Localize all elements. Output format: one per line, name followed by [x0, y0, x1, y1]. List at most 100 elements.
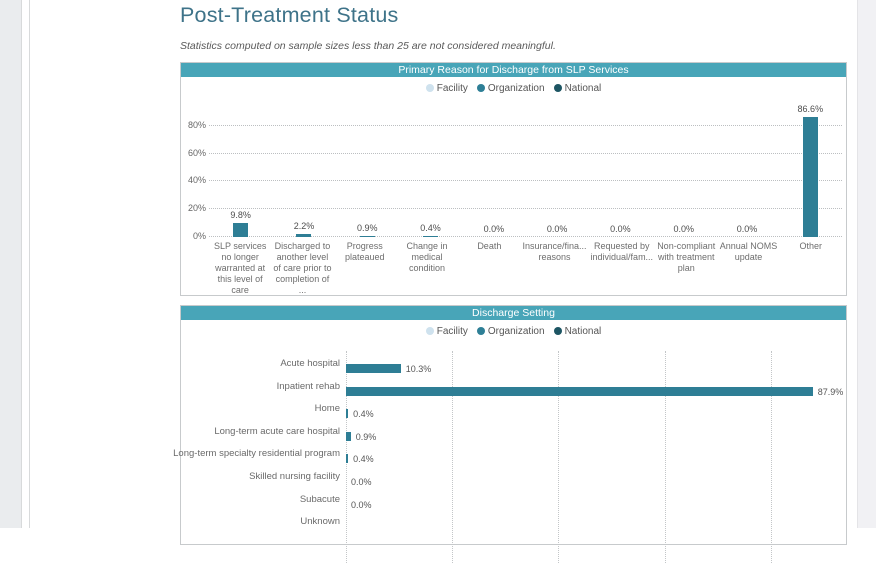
chart1-title: Primary Reason for Discharge from SLP Se… — [181, 63, 846, 77]
bar-group: 0.0% — [525, 95, 588, 237]
bar-row: Home 0.4% — [181, 400, 846, 423]
legend-dot-icon — [425, 327, 434, 335]
value-label: 0.0% — [546, 224, 568, 234]
bar[interactable] — [802, 116, 818, 237]
chart2-title: Discharge Setting — [181, 306, 846, 320]
value-label: 9.8% — [230, 210, 251, 221]
bar[interactable] — [346, 386, 813, 396]
category-label: Long-term specialty residential program — [173, 448, 340, 460]
bar-zone: 0.0% — [346, 491, 846, 514]
legend-item-organization[interactable]: Organization — [476, 325, 545, 337]
value-label: 10.3% — [405, 364, 432, 374]
category-label: Skilled nursing facility — [249, 470, 340, 482]
value-label: 2.2% — [293, 220, 315, 231]
category-label-cell: Acute hospital — [181, 355, 346, 378]
value-label: 0.4% — [353, 454, 374, 465]
bar-row: Unknown — [181, 513, 846, 536]
value-label: 0.0% — [351, 476, 372, 487]
legend-item-facility[interactable]: Facility — [425, 82, 468, 94]
legend-label: Facility — [436, 82, 468, 94]
x-axis-category-label: Death — [477, 241, 502, 251]
legend-label: National — [564, 82, 602, 94]
gridline-80 — [209, 124, 842, 126]
bar-row: Inpatient rehab 87.9% — [181, 378, 846, 401]
bar-group: 0.0% — [715, 95, 778, 237]
bar[interactable] — [233, 223, 249, 237]
category-label: Home — [314, 403, 340, 415]
legend-dot-icon — [476, 327, 485, 335]
legend-label: Organization — [487, 82, 545, 94]
y-axis-tick: 80% — [187, 119, 206, 130]
bar-zone — [346, 513, 846, 536]
legend-dot-icon — [476, 84, 485, 92]
bar[interactable] — [346, 409, 349, 419]
category-label-cell: Inpatient rehab — [181, 378, 346, 401]
bar[interactable] — [346, 454, 349, 464]
x-axis-category-label: Progress plateaued — [344, 241, 385, 262]
x-axis-category-label: Annual NOMS update — [719, 241, 778, 262]
y-axis-tick: 0% — [192, 231, 206, 241]
y-axis-tick: 40% — [187, 175, 206, 186]
x-axis-category-label: Discharged to another level of care prio… — [273, 241, 332, 295]
x-axis-category-label: Requested by individual/fam... — [590, 241, 654, 262]
y-axis-tick: 20% — [187, 203, 206, 214]
bar-zone: 0.9% — [346, 423, 846, 446]
gridline-60 — [664, 351, 666, 563]
gridline-20 — [452, 351, 454, 563]
x-axis-category-label: Non-compliant with treatment plan — [657, 241, 716, 273]
value-label: 0.9% — [356, 222, 378, 233]
bar-group: 0.0% — [589, 95, 652, 237]
chart1-legend: Facility Organization National — [181, 81, 846, 95]
bar-row: Skilled nursing facility 0.0% — [181, 468, 846, 491]
gridline-0 — [209, 236, 842, 237]
sample-size-note: Statistics computed on sample sizes less… — [180, 40, 556, 52]
x-axis-category-label: SLP services no longer warranted at this… — [213, 241, 267, 295]
legend-dot-icon — [553, 84, 562, 92]
gridline-20 — [209, 208, 842, 210]
gridline-60 — [209, 152, 842, 154]
chart2-plot-area: Acute hospital 10.3% Inpatient rehab 87.9% H… — [173, 351, 846, 563]
bar[interactable] — [359, 235, 375, 237]
chart-panel-discharge-reason: Primary Reason for Discharge from SLP Se… — [180, 62, 847, 296]
bar-group: 86.6% — [779, 95, 842, 237]
category-label: Inpatient rehab — [276, 380, 340, 392]
legend-label: Facility — [436, 325, 468, 337]
x-axis-category-label: Insurance/fina... reasons — [522, 241, 587, 262]
bar[interactable] — [423, 236, 439, 237]
category-label-cell: Unknown — [181, 513, 346, 536]
category-label: Subacute — [299, 493, 340, 505]
page-title: Post-Treatment Status — [180, 3, 399, 27]
bar-row: Acute hospital 10.3% — [181, 355, 846, 378]
legend-label: National — [564, 325, 602, 337]
bar[interactable] — [296, 233, 312, 237]
category-label: Unknown — [300, 516, 340, 528]
x-axis-category-label: Change in medical condition — [406, 241, 448, 273]
bar-zone: 0.4% — [346, 445, 846, 468]
category-label-cell: Long-term acute care hospital — [181, 423, 346, 446]
x-axis-category-label: Other — [799, 241, 823, 251]
collapsed-side-panel[interactable] — [21, 0, 30, 528]
legend-label: Organization — [487, 325, 545, 337]
bar[interactable] — [346, 431, 351, 441]
chart-panel-discharge-setting: Discharge Setting Facility Organization Na… — [173, 305, 847, 563]
bar-zone: 87.9% — [346, 378, 846, 401]
value-label: 0.0% — [351, 499, 372, 510]
legend-item-national[interactable]: National — [553, 325, 602, 337]
bar-row: Long-term specialty residential program 0… — [173, 445, 846, 468]
bar[interactable] — [346, 364, 401, 373]
gridline-40 — [209, 180, 842, 182]
chart1-x-axis-labels: SLP services no longer warranted at this… — [209, 241, 842, 296]
gridline-40 — [558, 351, 560, 563]
right-gray-rail — [857, 0, 876, 528]
value-label: 0.0% — [610, 224, 631, 234]
legend-item-organization[interactable]: Organization — [476, 82, 545, 94]
bar-zone: 0.4% — [346, 400, 846, 423]
legend-item-national[interactable]: National — [553, 82, 602, 94]
bar-group: 0.9% — [336, 95, 399, 237]
bar-row: Long-term acute care hospital 0.9% — [181, 423, 846, 446]
chart2-legend: Facility Organization National — [181, 324, 846, 338]
legend-item-facility[interactable]: Facility — [425, 325, 468, 337]
bar-zone: 0.0% — [346, 468, 846, 491]
legend-dot-icon — [553, 327, 562, 335]
value-label: 0.4% — [353, 409, 374, 420]
